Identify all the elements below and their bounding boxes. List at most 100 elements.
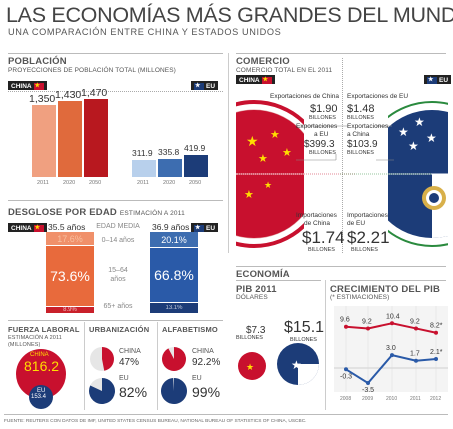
china-gdp-value: $7.3 bbox=[246, 325, 266, 336]
us-growth-label: 3.0 bbox=[386, 345, 396, 352]
divider bbox=[325, 280, 326, 410]
china-growth-label: 9.6 bbox=[340, 317, 350, 324]
us-exports-unit: BILLONES bbox=[347, 115, 374, 121]
china-growth-label: 9.2 bbox=[362, 318, 372, 325]
population-year-label: 2020 bbox=[163, 180, 176, 186]
age-value-us: 13.1% bbox=[165, 305, 183, 312]
age-bar-china bbox=[46, 246, 94, 307]
population-year-label: 2050 bbox=[189, 180, 202, 186]
age-value-china: 73.6% bbox=[50, 268, 90, 285]
literacy-title: ALFABETISMO bbox=[162, 325, 218, 334]
literacy-china-value: 92.2% bbox=[192, 357, 221, 368]
us-flag-icon bbox=[427, 76, 437, 84]
labor-subtitle-1: ESTIMACIÓN A 2011 bbox=[8, 335, 62, 341]
growth-year-label: 2011 bbox=[410, 396, 421, 402]
china-tag: CHINA bbox=[236, 75, 275, 84]
china-flag-icon bbox=[261, 76, 272, 84]
literacy-us-label: EU bbox=[192, 375, 202, 382]
urbanization-us-pie-slice bbox=[89, 378, 115, 404]
growth-year-label: 2008 bbox=[340, 396, 351, 402]
urbanization-china-pie-slice bbox=[102, 347, 115, 371]
urbanization-china-label: CHINA bbox=[119, 348, 141, 355]
divider bbox=[236, 266, 446, 267]
page-subtitle: UNA COMPARACIÓN ENTRE CHINA Y ESTADOS UN… bbox=[8, 27, 282, 37]
us-growth-label: 2.1* bbox=[430, 349, 443, 356]
population-subtitle: PROYECCIONES DE POBLACIÓN TOTAL (MILLONE… bbox=[8, 67, 176, 74]
china-exports-value: $1.90 bbox=[310, 103, 338, 115]
population-bar-china bbox=[58, 100, 82, 177]
population-year-label: 2050 bbox=[89, 180, 102, 186]
china-imports-label-2: de China bbox=[304, 220, 331, 227]
china-growth-label: 10.4 bbox=[386, 313, 400, 320]
us-growth-point bbox=[414, 358, 418, 363]
china-tag: CHINA bbox=[8, 81, 47, 90]
age-bar-us bbox=[150, 303, 198, 314]
us-tag: EU bbox=[424, 75, 452, 84]
population-value-us: 311.9 bbox=[132, 148, 153, 159]
divider bbox=[84, 322, 85, 410]
divider bbox=[330, 280, 446, 281]
us-imports-label-2: de EU bbox=[347, 220, 366, 227]
divider bbox=[228, 53, 229, 253]
economy-title: ECONOMÍA bbox=[236, 269, 290, 280]
us-flag-icon bbox=[194, 82, 204, 90]
svg-text:★: ★ bbox=[282, 147, 292, 159]
source-note: FUENTE: REUTERS CON DATOS DE IMF, UNITED… bbox=[4, 419, 307, 424]
china-imports-unit: BILLONES bbox=[308, 247, 335, 253]
growth-title: CRECIMIENTO DEL PIB bbox=[330, 284, 441, 295]
us-to-china-value: $103.9 bbox=[347, 139, 378, 150]
age-band-young: 0–14 años bbox=[101, 237, 135, 244]
china-imports-value: $1.74 bbox=[302, 228, 345, 247]
age-bar-china bbox=[46, 306, 94, 315]
population-bar-us bbox=[158, 159, 182, 177]
dotted-divider bbox=[342, 58, 343, 253]
us-imports-label-1: Importaciones bbox=[347, 212, 388, 219]
labor-title: FUERZA LABORAL bbox=[8, 325, 80, 334]
china-to-us-unit: BILLONES bbox=[309, 150, 336, 156]
us-to-china-label-1: Exportaciones bbox=[347, 123, 389, 130]
labor-subtitle-2: (MILLONES) bbox=[8, 342, 41, 348]
age-chart: 17.6% 73.6% 8.9% 20.1% 66.8% 13.1% bbox=[8, 232, 223, 315]
gdp-circles: ★ ★ bbox=[238, 343, 319, 385]
urbanization-china-value: 47% bbox=[119, 357, 140, 368]
svg-text:★: ★ bbox=[246, 362, 254, 372]
literacy-pies bbox=[161, 347, 188, 404]
age-bar-china bbox=[46, 232, 94, 247]
divider bbox=[236, 280, 321, 281]
svg-text:★: ★ bbox=[408, 139, 419, 153]
us-growth-point bbox=[344, 367, 348, 372]
labor-us-label: EU bbox=[37, 388, 46, 394]
svg-text:★: ★ bbox=[270, 129, 280, 141]
svg-text:★: ★ bbox=[264, 180, 272, 190]
china-flag-icon bbox=[33, 224, 44, 232]
age-band-adult-2: años bbox=[110, 276, 126, 283]
population-bar-china bbox=[84, 98, 108, 177]
china-growth-label: 9.2 bbox=[410, 318, 420, 325]
us-growth-label: 1.7 bbox=[410, 351, 420, 358]
svg-text:★: ★ bbox=[244, 189, 254, 201]
china-growth-point bbox=[434, 330, 438, 335]
median-label: EDAD MEDIA bbox=[96, 223, 140, 230]
svg-text:★: ★ bbox=[291, 358, 302, 372]
us-growth-label: -0.3 bbox=[340, 373, 352, 380]
growth-chart: 2008 2009 2010 2011 2012 9.6 9.2 10.4 9.2 8.2* -0.… bbox=[334, 306, 448, 402]
labor-us-value: 153.4 bbox=[31, 394, 47, 400]
divider bbox=[8, 200, 223, 201]
age-value-us: 66.8% bbox=[154, 267, 194, 284]
china-gdp-unit: BILLONES bbox=[236, 335, 263, 341]
us-exports-value: $1.48 bbox=[347, 103, 375, 115]
trade-subtitle: COMERCIO TOTAL EN EL 2011 bbox=[236, 67, 333, 74]
us-gdp-unit: BILLONES bbox=[290, 337, 317, 343]
china-tag: CHINA bbox=[8, 223, 47, 232]
population-bar-us bbox=[184, 154, 208, 177]
dotted-line bbox=[8, 91, 223, 92]
china-to-us-value: $399.3 bbox=[304, 139, 335, 150]
population-value-china: 1,470 bbox=[81, 86, 108, 99]
svg-text:★: ★ bbox=[398, 125, 409, 139]
urbanization-title: URBANIZACIÓN bbox=[89, 325, 150, 334]
china-growth-point bbox=[366, 326, 370, 331]
population-value-china: 1,430 bbox=[55, 88, 82, 101]
literacy-us-value: 99% bbox=[192, 384, 221, 400]
age-band-old: 65+ años bbox=[103, 303, 133, 310]
us-growth-point bbox=[434, 356, 438, 361]
